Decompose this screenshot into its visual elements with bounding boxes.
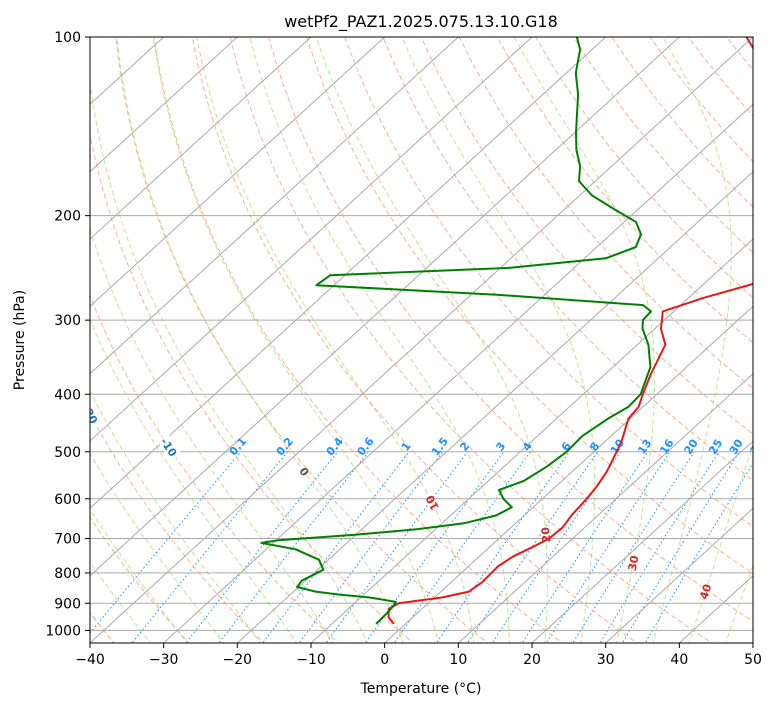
dry-adiabat-line — [344, 37, 753, 528]
dry-adiabat-label: -20 — [79, 403, 100, 427]
x-tick-label: 0 — [380, 652, 389, 668]
x-tick-label: 10 — [449, 652, 467, 668]
profile-series — [260, 37, 753, 625]
mixing-ratio-line — [185, 451, 338, 643]
x-tick-label: −30 — [149, 652, 179, 668]
y-tick-label: 1000 — [45, 623, 81, 639]
isotherm-line — [90, 37, 533, 442]
dry-adiabat-line — [90, 131, 414, 643]
y-tick-label: 900 — [54, 596, 81, 612]
y-tick-label: 300 — [54, 313, 81, 329]
isotherm-line — [384, 305, 753, 643]
mixing-ratio-line — [621, 451, 740, 643]
mixing-ratio-line — [521, 451, 649, 643]
isotherm-line — [90, 37, 753, 643]
isotherm-line — [457, 372, 753, 643]
mixing-ratio-line — [599, 451, 720, 643]
chart-title: wetPf2_PAZ1.2025.075.13.10.G18 — [284, 12, 558, 32]
isotherm-line — [163, 103, 753, 643]
x-tick-label: 20 — [523, 652, 541, 668]
isotherm-line — [90, 37, 312, 240]
x-tick-label: −10 — [296, 652, 326, 668]
x-axis-title: Temperature (°C) — [360, 681, 482, 697]
moist-adiabat-label: 40 — [697, 582, 714, 601]
dry-adiabat-line — [382, 37, 753, 481]
isotherm-line — [90, 37, 238, 173]
x-axis: −40 −30 −20 −10 0 10 20 30 40 50 — [75, 643, 762, 668]
mixing-ratio-line — [491, 451, 621, 643]
mixing-ratio-line — [393, 451, 531, 643]
mixing-ratio-label: 36 — [748, 437, 767, 457]
isotherms — [90, 37, 753, 643]
dewpoint-profile-line — [260, 37, 652, 625]
y-tick-label: 800 — [54, 566, 81, 582]
x-tick-label: 40 — [670, 652, 688, 668]
x-tick-label: 50 — [744, 652, 762, 668]
moist-adiabat-label: 30 — [626, 554, 642, 572]
moist-adiabat-line — [90, 78, 369, 643]
dry-label-bg — [157, 433, 182, 461]
dry-adiabat-line — [535, 37, 753, 299]
x-tick-label: −40 — [75, 652, 105, 668]
temperature-profile-line — [387, 37, 753, 625]
dry-label-bg — [90, 400, 102, 428]
plot-area: 0.10.20.40.611.52346810131620253036-100-… — [79, 37, 767, 643]
isotherm-line — [531, 440, 753, 643]
mixing-ratio-line — [325, 451, 468, 643]
y-tick-label: 500 — [54, 445, 81, 461]
isotherm-line — [605, 507, 753, 643]
dry-adiabat-line — [458, 37, 753, 390]
moist-adiabat-label: 10 — [423, 493, 442, 513]
x-tick-label: −20 — [223, 652, 253, 668]
y-tick-label: 700 — [54, 532, 81, 548]
moist-adiabat-line — [90, 452, 225, 643]
plot-frame — [89, 36, 754, 644]
isotherm-line — [90, 37, 386, 308]
dry-adiabat-line — [306, 37, 753, 575]
isotherm-line — [90, 37, 607, 510]
y-tick-label: 100 — [54, 30, 81, 46]
isotherm-line — [310, 238, 753, 643]
x-tick-label: 30 — [597, 652, 615, 668]
y-tick-label: 200 — [54, 209, 81, 225]
moist-adiabat-line — [116, 37, 404, 643]
y-axis-title: Pressure (hPa) — [12, 290, 28, 390]
y-tick-label: 400 — [54, 387, 81, 403]
y-axis: 100 200 300 400 500 600 700 800 900 1000 — [45, 30, 90, 639]
y-tick-label: 600 — [54, 492, 81, 508]
mixing-ratio-line — [572, 451, 695, 643]
isotherm-line — [236, 170, 753, 643]
mixing-ratio-line — [435, 451, 570, 643]
mixing-ratio-line — [262, 451, 410, 643]
isotherm-line — [90, 37, 680, 577]
isotherm-line — [90, 37, 459, 375]
